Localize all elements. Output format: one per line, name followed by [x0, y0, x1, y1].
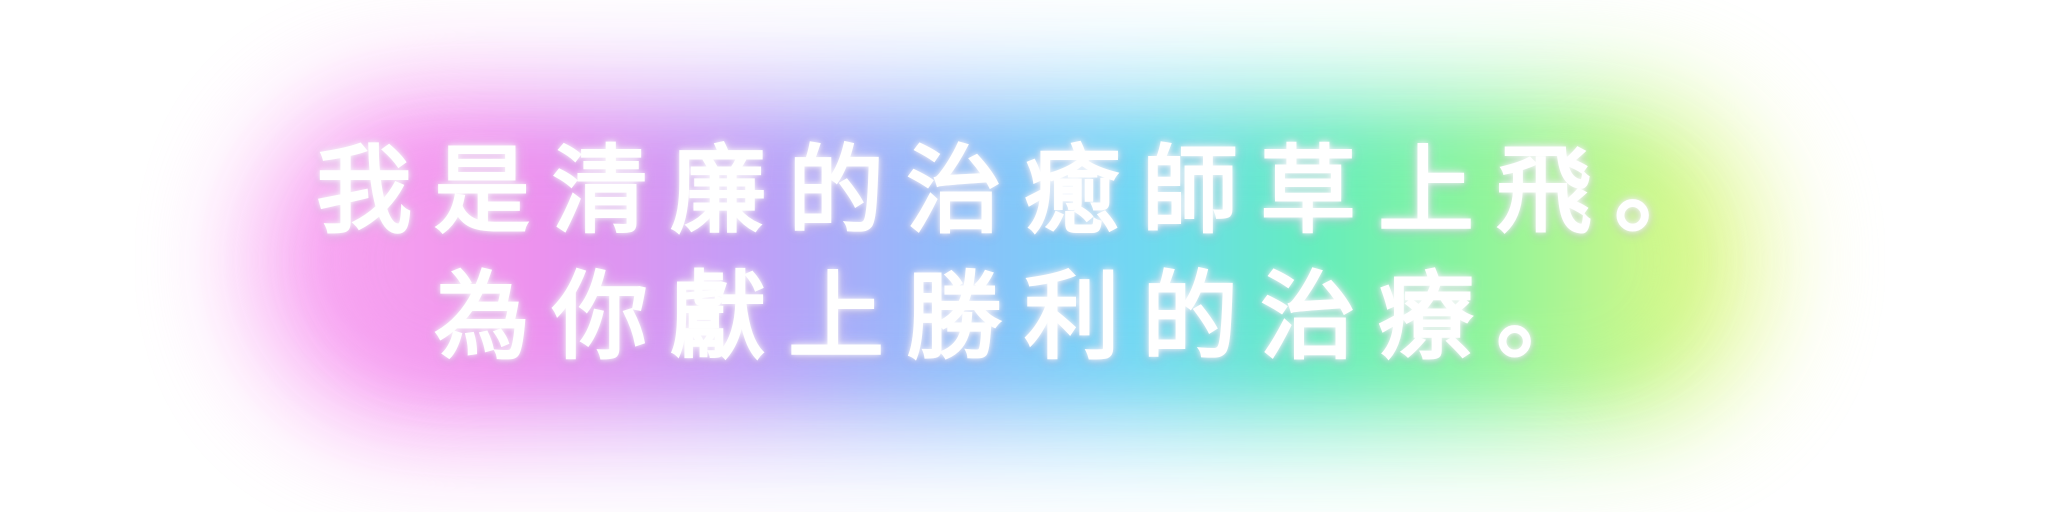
caption-line-2: 為你獻上勝利的治療。	[434, 261, 1614, 373]
caption-line-1: 我是清廉的治癒師草上飛。	[316, 135, 1732, 247]
rainbow-glow-core	[330, 145, 1690, 375]
caption-text-block: 我是清廉的治癒師草上飛。 為你獻上勝利的治療。	[0, 128, 2048, 380]
